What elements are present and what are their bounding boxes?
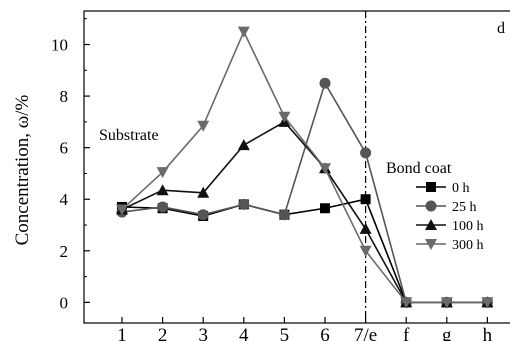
y-tick-label: 0 bbox=[60, 293, 69, 312]
data-point bbox=[481, 297, 494, 309]
data-point bbox=[237, 139, 250, 151]
x-tick-label: 2 bbox=[158, 325, 168, 341]
plot-frame bbox=[83, 10, 510, 324]
data-point bbox=[157, 201, 169, 213]
y-tick-label: 4 bbox=[60, 190, 69, 209]
y-axis: 0 2 4 6 8 10 bbox=[51, 18, 90, 312]
data-point bbox=[197, 209, 209, 221]
annotation-bond-coat: Bond coat bbox=[386, 160, 452, 177]
data-point bbox=[359, 222, 372, 234]
series-group bbox=[116, 26, 494, 309]
y-axis-label: Concentration, ω/% bbox=[12, 94, 33, 245]
legend-marker bbox=[425, 200, 437, 212]
data-point bbox=[319, 77, 331, 89]
legend-marker bbox=[426, 182, 436, 192]
data-point bbox=[237, 26, 250, 38]
panel-label: d bbox=[497, 20, 505, 37]
legend-marker bbox=[425, 219, 437, 230]
data-point bbox=[360, 194, 371, 205]
data-point bbox=[359, 245, 372, 257]
series-line bbox=[121, 29, 488, 304]
legend: 0 h 25 h 100 h 300 h bbox=[416, 181, 484, 253]
data-point bbox=[440, 297, 453, 309]
data-point bbox=[156, 184, 169, 196]
y-tick-label: 8 bbox=[60, 87, 69, 106]
legend-label: 0 h bbox=[452, 181, 470, 196]
x-tick-label: 6 bbox=[320, 325, 330, 341]
x-tick-label: 1 bbox=[117, 325, 127, 341]
data-point bbox=[197, 120, 210, 132]
data-point bbox=[278, 111, 291, 123]
y-tick-label: 2 bbox=[60, 242, 69, 261]
legend-label: 100 h bbox=[452, 219, 484, 234]
x-tick-label: 7/e bbox=[354, 325, 377, 341]
x-axis: 1 2 3 4 5 6 7/e f g h bbox=[117, 317, 493, 341]
data-point bbox=[319, 163, 331, 175]
data-point bbox=[278, 209, 290, 221]
legend-marker bbox=[425, 239, 437, 250]
x-tick-label: 4 bbox=[239, 325, 249, 341]
y-tick-label: 6 bbox=[60, 139, 69, 158]
legend-label: 300 h bbox=[452, 238, 484, 253]
data-point bbox=[320, 203, 330, 214]
data-point bbox=[238, 198, 250, 210]
series-line bbox=[121, 198, 488, 304]
data-point bbox=[400, 297, 413, 309]
x-tick-label: f bbox=[403, 325, 410, 341]
x-tick-label: 5 bbox=[280, 325, 290, 341]
legend-label: 25 h bbox=[452, 200, 477, 215]
x-tick-label: g bbox=[442, 325, 452, 341]
annotation-substrate: Substrate bbox=[99, 127, 159, 144]
x-tick-label: h bbox=[483, 325, 493, 341]
y-tick-label: 10 bbox=[51, 36, 68, 55]
series-line bbox=[121, 81, 488, 304]
data-point bbox=[360, 147, 372, 159]
x-tick-label: 3 bbox=[198, 325, 208, 341]
data-point bbox=[116, 204, 128, 216]
data-point bbox=[197, 186, 210, 198]
data-point bbox=[156, 167, 169, 179]
